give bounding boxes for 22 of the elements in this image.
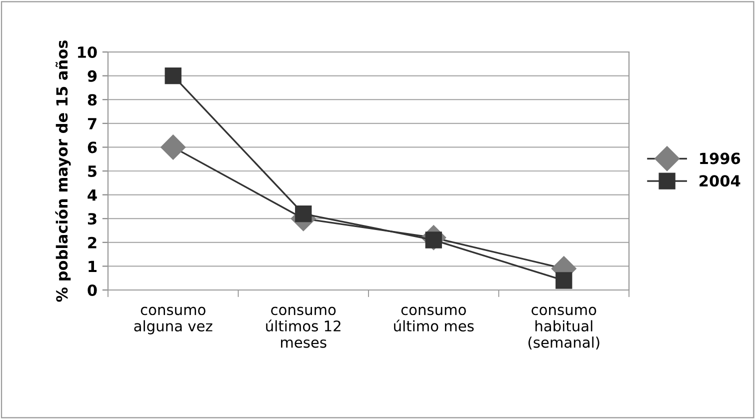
y-tick-label: 8: [88, 94, 97, 106]
y-tick-label: 1: [88, 260, 97, 272]
x-tick-label: consumo habitual (semanal): [528, 306, 600, 350]
y-tick-label: 4: [88, 189, 97, 201]
y-tick-label: 10: [78, 46, 97, 58]
point: [556, 272, 572, 289]
y-tick-label: 7: [88, 118, 96, 130]
y-tick-label: 0: [88, 284, 97, 296]
x-tick-label: consumo último mes: [394, 306, 474, 332]
legend-label: 1996: [700, 152, 740, 164]
legend-label: 2004: [700, 175, 740, 187]
y-tick-label: 3: [88, 213, 96, 225]
y-tick-label: 2: [88, 236, 96, 248]
point: [164, 67, 182, 84]
y-tick-label: 5: [88, 166, 97, 178]
y-tick-label: 9: [88, 70, 97, 82]
point: [160, 134, 186, 160]
x-tick-label: consumo alguna vez: [134, 306, 212, 334]
x-tick-label: consumo últimos 12 meses: [266, 306, 340, 348]
y-axis-title: % población mayor de 15 años: [55, 40, 71, 302]
point: [295, 206, 312, 222]
y-tick-label: 6: [88, 142, 97, 154]
